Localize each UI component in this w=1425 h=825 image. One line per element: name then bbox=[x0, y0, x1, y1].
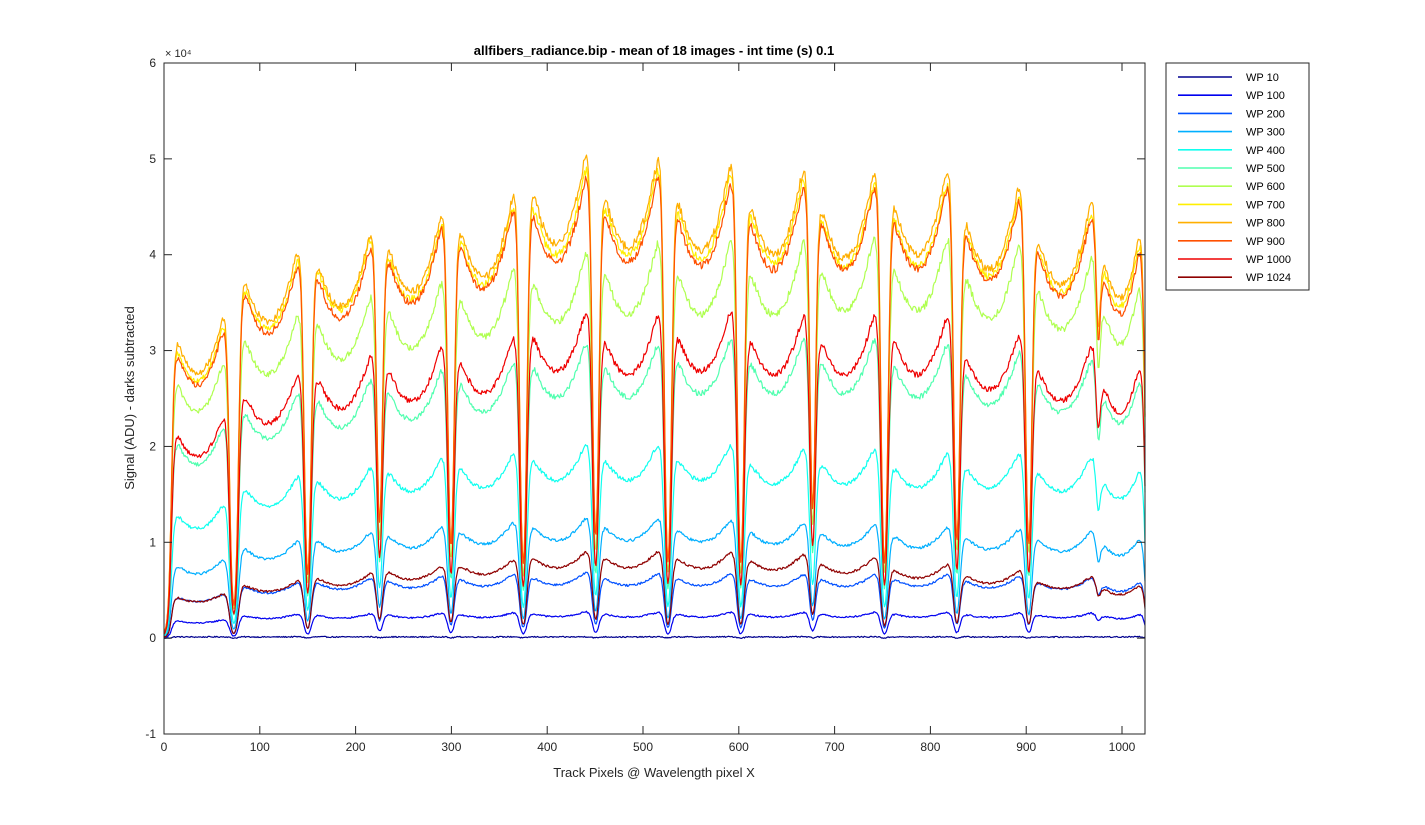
y-tick-label: 0 bbox=[149, 631, 156, 645]
legend-label: WP 100 bbox=[1246, 90, 1285, 102]
x-tick-label: 200 bbox=[346, 740, 366, 754]
legend-label: WP 800 bbox=[1246, 218, 1285, 230]
x-tick-label: 900 bbox=[1016, 740, 1036, 754]
x-tick-label: 400 bbox=[537, 740, 557, 754]
x-tick-label: 800 bbox=[920, 740, 940, 754]
legend-label: WP 10 bbox=[1246, 72, 1279, 84]
series-line bbox=[163, 571, 1146, 638]
plot-area bbox=[164, 63, 1145, 734]
legend-label: WP 200 bbox=[1246, 108, 1285, 120]
series-line bbox=[163, 550, 1146, 639]
x-tick-label: 700 bbox=[825, 740, 845, 754]
y-axis-ticks: -1 0 1 2 3 4 5 6 bbox=[145, 56, 1145, 741]
series-line bbox=[163, 443, 1146, 636]
legend-box bbox=[1165, 62, 1310, 291]
x-tick-label: 0 bbox=[161, 740, 168, 754]
legend-label: WP 1024 bbox=[1246, 272, 1291, 284]
y-axis-label: Signal (ADU) - darks subtracted bbox=[122, 306, 137, 490]
x-axis-label: Track Pixels @ Wavelength pixel X bbox=[553, 765, 755, 780]
y-tick-label: 5 bbox=[149, 152, 156, 166]
legend-label: WP 500 bbox=[1246, 163, 1285, 175]
y-tick-label: -1 bbox=[145, 727, 156, 741]
series-line bbox=[163, 635, 1146, 640]
legend-label: WP 700 bbox=[1246, 199, 1285, 211]
legend-label: WP 900 bbox=[1246, 236, 1285, 248]
series-line bbox=[163, 154, 1146, 633]
legend-label: WP 400 bbox=[1246, 145, 1285, 157]
series-line bbox=[163, 236, 1146, 633]
series-line bbox=[163, 311, 1146, 635]
x-tick-label: 300 bbox=[441, 740, 461, 754]
x-tick-label: 1000 bbox=[1109, 740, 1136, 754]
series-line bbox=[163, 337, 1146, 635]
x-axis-ticks: 0 100 200 300 400 500 600 700 800 900 1000 bbox=[161, 63, 1136, 754]
y-tick-label: 2 bbox=[149, 439, 156, 453]
series-line bbox=[163, 610, 1146, 639]
chart-title: allfibers_radiance.bip - mean of 18 imag… bbox=[474, 43, 835, 58]
y-axis-exponent: × 10⁴ bbox=[165, 48, 192, 60]
legend-items: WP 10 WP 100 WP 200 WP 300 WP 400 WP 500 WP 60… bbox=[1178, 72, 1291, 284]
series-line bbox=[163, 175, 1146, 634]
series-layer bbox=[163, 154, 1146, 640]
legend-label: WP 600 bbox=[1246, 181, 1285, 193]
y-tick-label: 6 bbox=[149, 56, 156, 70]
y-tick-label: 3 bbox=[149, 344, 156, 358]
x-tick-label: 500 bbox=[633, 740, 653, 754]
x-tick-label: 600 bbox=[729, 740, 749, 754]
y-tick-label: 4 bbox=[149, 248, 156, 262]
legend-label: WP 300 bbox=[1246, 127, 1285, 139]
series-line bbox=[163, 517, 1146, 637]
x-tick-label: 100 bbox=[250, 740, 270, 754]
plot-frame bbox=[163, 62, 1146, 735]
y-tick-label: 1 bbox=[149, 535, 156, 549]
legend: WP 10 WP 100 WP 200 WP 300 WP 400 WP 500 WP 60… bbox=[1165, 62, 1310, 291]
legend-label: WP 1000 bbox=[1246, 254, 1291, 266]
